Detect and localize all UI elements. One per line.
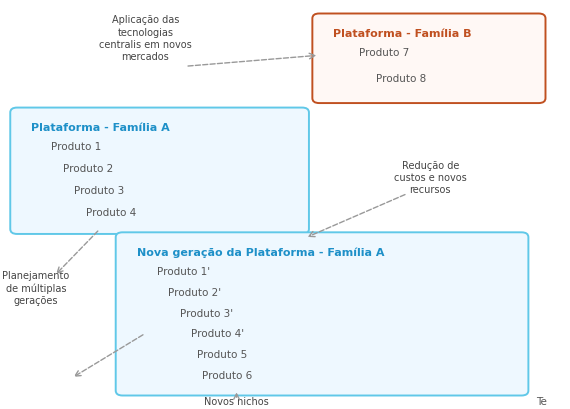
Text: Nova geração da Plataforma - Família A: Nova geração da Plataforma - Família A [137,247,384,258]
Text: Produto 3: Produto 3 [74,187,124,196]
Text: Aplicação das
tecnologias
centralis em novos
mercados: Aplicação das tecnologias centralis em n… [99,15,192,63]
Text: Produto 1: Produto 1 [51,142,101,152]
FancyBboxPatch shape [10,108,309,234]
FancyBboxPatch shape [116,232,528,396]
Text: Produto 5: Produto 5 [197,350,247,360]
Text: Produto 7: Produto 7 [359,48,409,58]
Text: Produto 4: Produto 4 [86,208,136,218]
Text: Produto 8: Produto 8 [376,74,426,84]
Text: Produto 6: Produto 6 [202,371,253,381]
FancyBboxPatch shape [312,13,545,103]
Text: Redução de
custos e novos
recursos: Redução de custos e novos recursos [394,160,467,196]
Text: Produto 3': Produto 3' [180,309,233,319]
Text: Plataforma - Família A: Plataforma - Família A [31,123,170,133]
Text: Produto 4': Produto 4' [191,330,244,339]
Text: Planejamento
de múltiplas
gerações: Planejamento de múltiplas gerações [2,271,70,306]
Text: Novos nichos: Novos nichos [204,397,269,407]
Text: Produto 2': Produto 2' [168,288,221,298]
Text: Plataforma - Família B: Plataforma - Família B [333,29,472,38]
Text: Produto 2: Produto 2 [63,164,113,174]
Text: Produto 1': Produto 1' [157,267,210,277]
Text: Te: Te [536,397,547,407]
